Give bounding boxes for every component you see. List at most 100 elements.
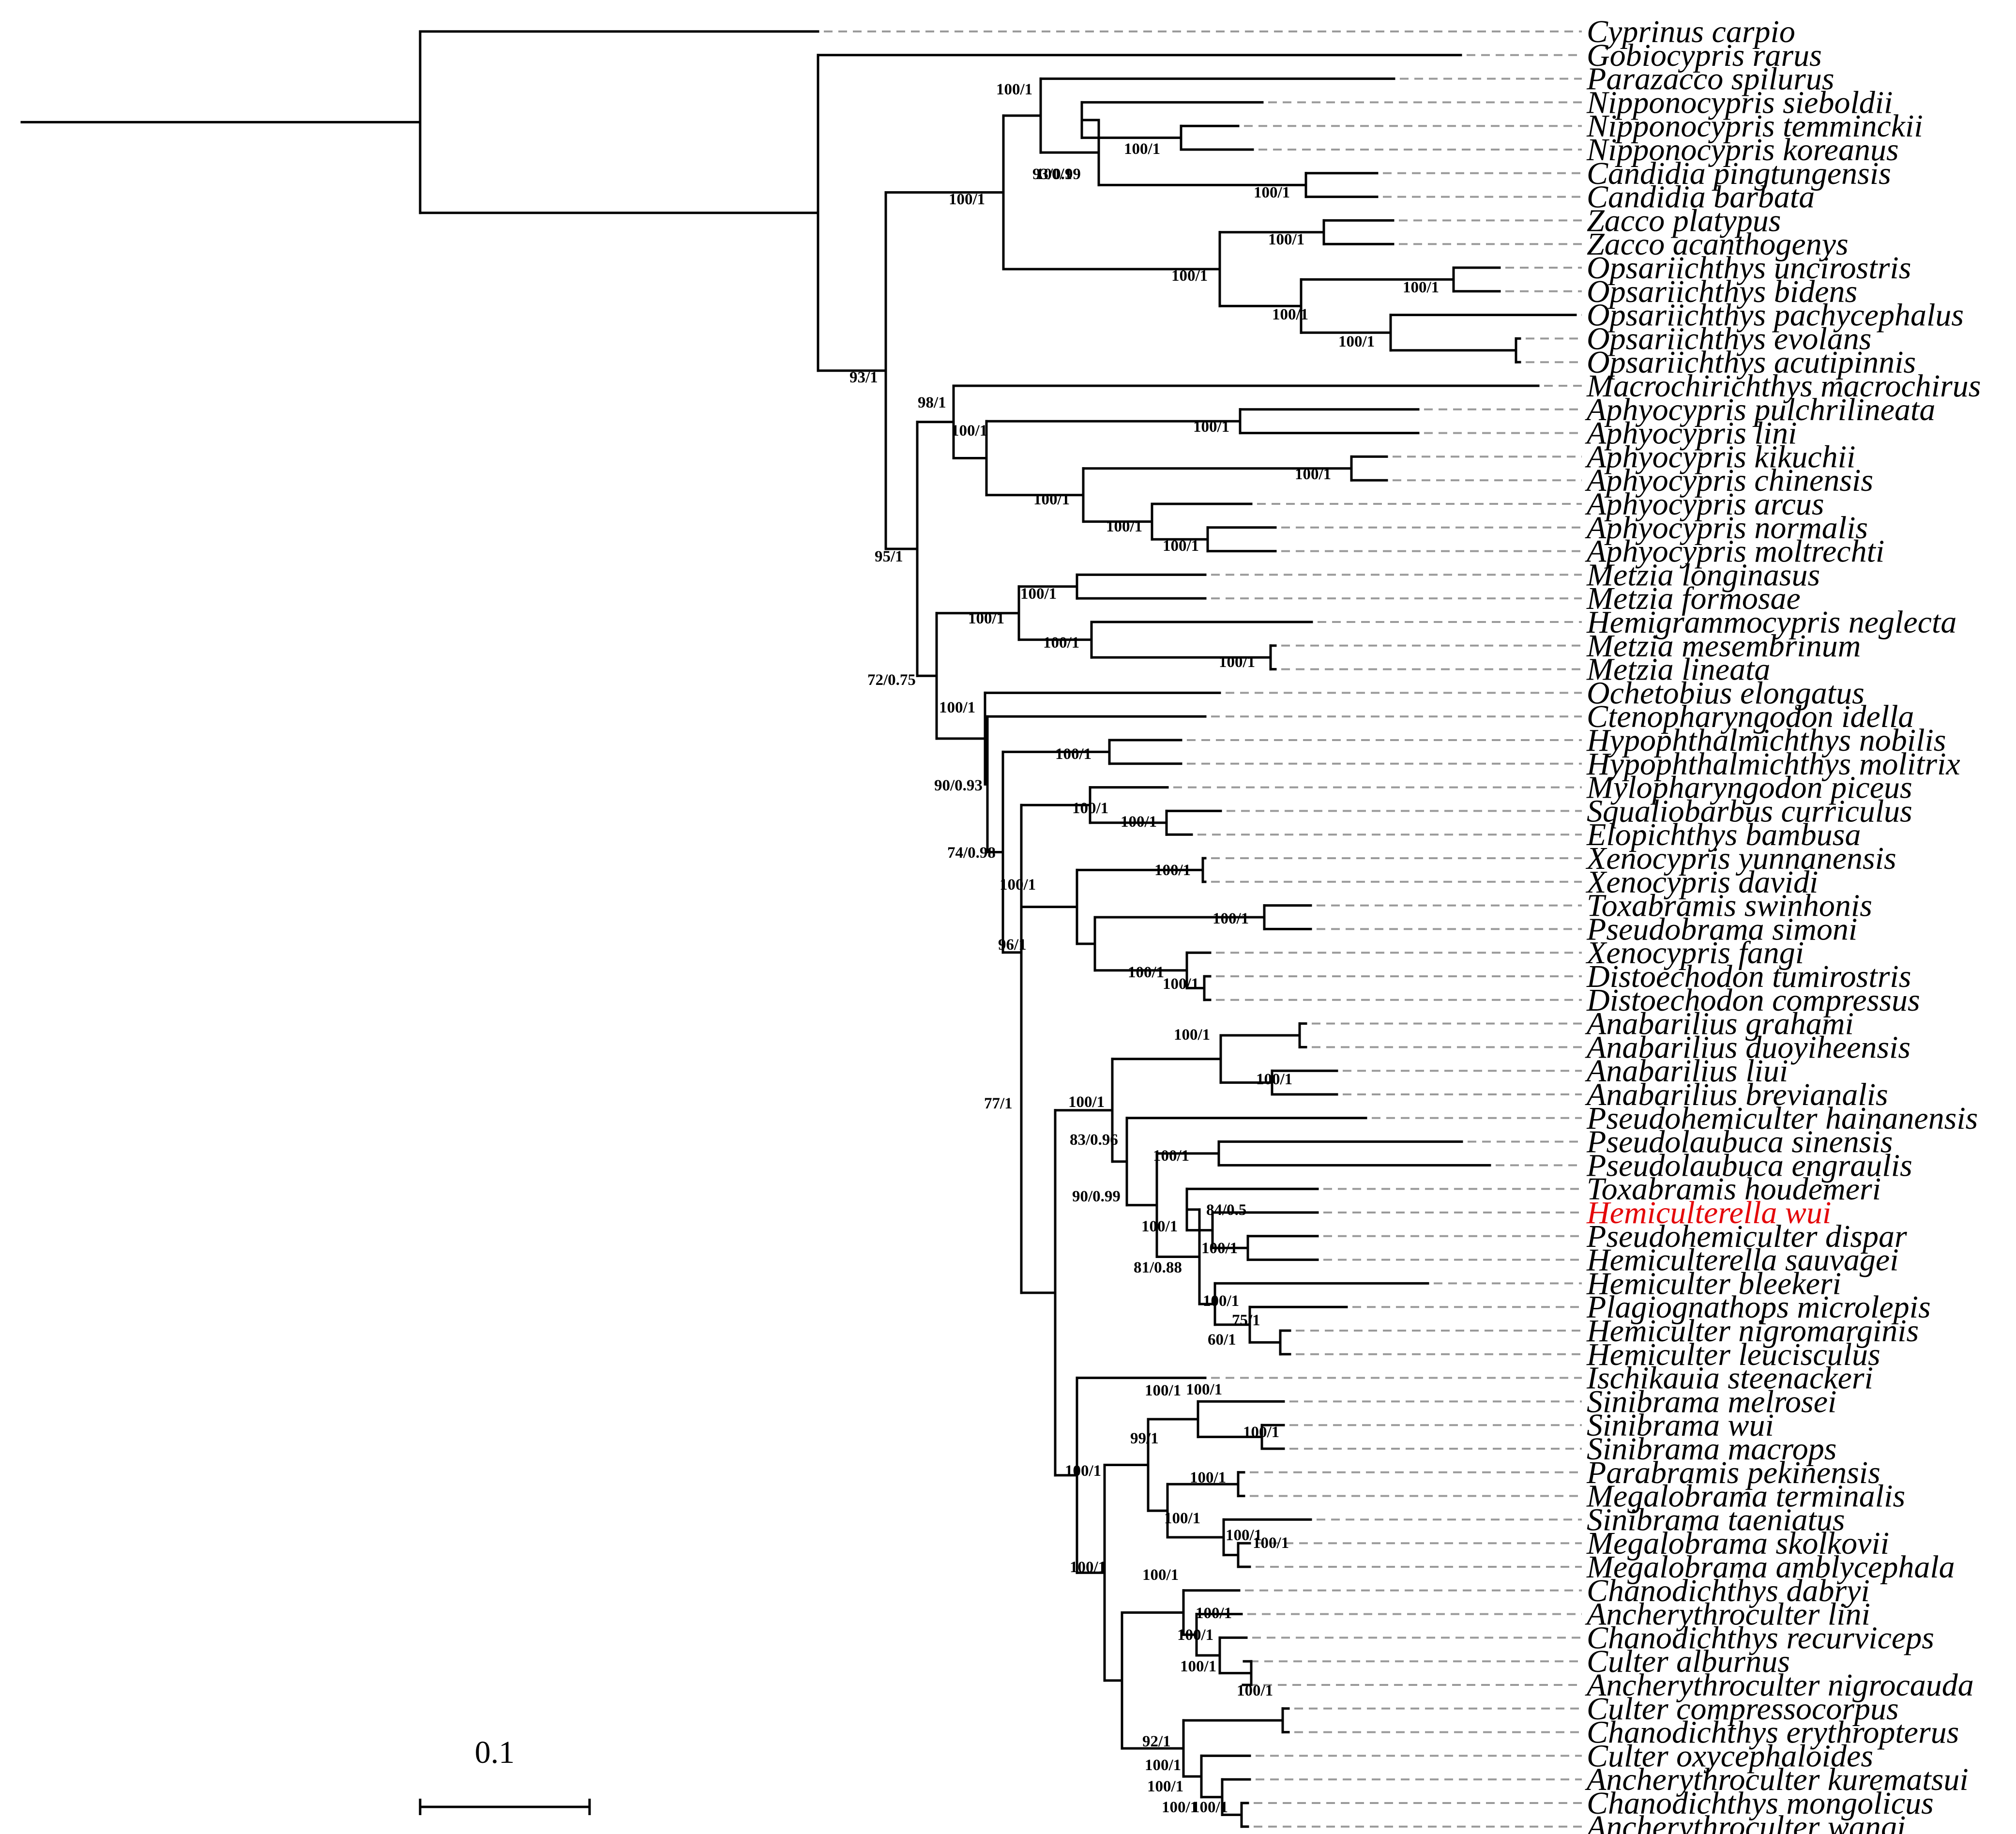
taxon-label: Opsariichthys pachycephalus xyxy=(1587,298,1964,333)
support-value: 100/1 xyxy=(1145,1757,1181,1774)
support-value: 100/1 xyxy=(1065,1462,1101,1480)
highlighted-taxon-label: Hemiculterella wui xyxy=(1586,1195,1831,1230)
taxon-label: Ctenopharyngodon idella xyxy=(1587,699,1914,734)
support-value: 100/1 xyxy=(1254,184,1290,201)
support-value: 100/1 xyxy=(1171,267,1208,285)
taxon-label: Hypophthalmichthys molitrix xyxy=(1586,746,1960,782)
support-value: 100/1 xyxy=(1020,585,1057,603)
support-value: 92/1 xyxy=(1142,1733,1171,1750)
taxon-label: Chanodichthys dabryi xyxy=(1587,1573,1870,1608)
taxon-label: Metzia formosae xyxy=(1586,581,1801,616)
support-values: 100/1 100/1 100/1 93/0.99 100/1 100/1 100/1 100… xyxy=(849,81,1439,1816)
support-value: 83/0.96 xyxy=(1070,1131,1118,1149)
taxon-label: Aphyocypris moltrechti xyxy=(1585,534,1884,569)
taxon-label: Chanodichthys recurviceps xyxy=(1587,1620,1934,1655)
support-value: 100/1 xyxy=(1147,1778,1183,1795)
taxon-label: Cyprinus carpio xyxy=(1587,14,1795,49)
taxon-label: Gobiocypris rarus xyxy=(1587,38,1822,73)
taxon-label: Ancherythroculter lini xyxy=(1585,1597,1870,1632)
support-value: 100/1 xyxy=(1237,1682,1273,1699)
taxon-label: Sinibrama melrosei xyxy=(1587,1384,1836,1419)
support-value: 100/1 xyxy=(1268,231,1304,248)
support-value: 100/1 xyxy=(1192,1799,1228,1816)
support-value: 100/1 xyxy=(1145,1382,1181,1399)
taxon-label: Aphyocypris chinensis xyxy=(1585,463,1873,498)
support-value: 100/1 xyxy=(1142,1566,1179,1584)
taxon-label: Pseudohemiculter hainanensis xyxy=(1586,1101,1978,1136)
taxon-label: Ischikauia steenackeri xyxy=(1586,1361,1873,1396)
support-value: 100/1 xyxy=(1162,1799,1198,1816)
support-value: 100/1 xyxy=(1174,1026,1210,1044)
taxon-label: Opsariichthys uncirostris xyxy=(1587,250,1911,286)
taxon-label: Opsariichthys acutipinnis xyxy=(1587,345,1916,380)
support-value: 100/1 xyxy=(1196,1605,1232,1622)
taxon-label: Sinibrama taeniatus xyxy=(1587,1502,1845,1537)
taxon-label: Distoechodon tumirostris xyxy=(1586,959,1911,994)
taxon-label: Aphyocypris normalis xyxy=(1585,510,1868,546)
taxon-label: Anabarilius liui xyxy=(1585,1053,1788,1089)
taxon-label: Sinibrama wui xyxy=(1587,1408,1774,1443)
support-value: 100/1 xyxy=(1163,975,1199,993)
taxon-label: Hemiculterella sauvagei xyxy=(1586,1243,1899,1278)
support-value: 100/1 xyxy=(1338,333,1375,350)
tree-branches xyxy=(20,30,1577,1828)
taxon-label: Parazacco spilurus xyxy=(1586,61,1834,97)
support-value: 100/1 xyxy=(1072,800,1108,817)
support-value: 100/1 xyxy=(1128,964,1164,981)
support-value: 93/0.99 xyxy=(1032,166,1081,183)
support-value: 100/1 xyxy=(949,191,985,208)
taxon-label: Zacco acanthogenys xyxy=(1587,227,1849,262)
support-value: 100/1 xyxy=(1106,518,1142,535)
support-value: 100/1 xyxy=(1253,1534,1289,1552)
support-value: 90/0.93 xyxy=(934,777,983,794)
taxon-label: Xenocypris fangi xyxy=(1585,935,1804,970)
taxon-label: Anabarilius brevianalis xyxy=(1585,1077,1888,1112)
taxon-label: Metzia lineata xyxy=(1586,652,1770,687)
taxon-label: Aphyocypris arcus xyxy=(1585,486,1824,522)
leader-lines xyxy=(824,30,1582,1828)
taxon-label: Nipponocypris temminckii xyxy=(1586,108,1923,144)
support-value: 100/1 xyxy=(1163,537,1199,555)
support-value: 99/1 xyxy=(1130,1430,1159,1447)
support-value: 77/1 xyxy=(984,1095,1013,1112)
support-value: 100/1 xyxy=(1403,279,1439,296)
taxon-label: Elopichthys bambusa xyxy=(1586,817,1861,852)
taxon-label: Pseudohemiculter dispar xyxy=(1586,1219,1907,1254)
taxon-label: Opsariichthys bidens xyxy=(1587,274,1857,309)
taxon-label: Nipponocypris koreanus xyxy=(1586,132,1899,167)
taxon-label: Hemiculter leucisculus xyxy=(1586,1337,1880,1372)
support-value: 100/1 xyxy=(1190,1469,1226,1486)
support-value: 100/1 xyxy=(968,610,1004,627)
support-value: 100/1 xyxy=(1226,1527,1262,1544)
support-value: 100/1 xyxy=(1141,1218,1178,1235)
taxon-label: Candidia pingtungensis xyxy=(1587,156,1891,191)
scale-bar-label: 0.1 xyxy=(475,1735,515,1770)
support-value: 75/1 xyxy=(1232,1312,1260,1329)
taxon-label: Hemigrammocypris neglecta xyxy=(1586,605,1956,640)
support-value: 100/1 xyxy=(1256,1071,1292,1088)
support-value: 100/1 xyxy=(1201,1240,1238,1257)
taxon-label: Macrochirichthys macrochirus xyxy=(1586,368,1981,404)
support-value: 72/0.75 xyxy=(867,671,916,689)
support-value: 74/0.98 xyxy=(947,844,996,862)
support-value: 100/1 xyxy=(1055,745,1091,763)
support-value: 100/1 xyxy=(1193,418,1229,436)
taxon-label: Sinibrama macrops xyxy=(1587,1431,1836,1467)
taxon-label: Xenocypris davidi xyxy=(1585,864,1818,900)
support-value: 100/1 xyxy=(1177,1626,1213,1644)
support-value: 96/1 xyxy=(998,936,1027,954)
support-value: 100/1 xyxy=(1033,491,1070,508)
taxon-label: Xenocypris yunnanensis xyxy=(1585,841,1896,876)
support-value: 100/1 xyxy=(1153,1147,1189,1165)
support-value: 100/1 xyxy=(1213,910,1249,927)
support-value: 100/1 xyxy=(1124,140,1160,158)
taxon-label: Squaliobarbus curriculus xyxy=(1587,793,1912,829)
support-value: 100/1 xyxy=(1272,306,1308,323)
taxon-label: Toxabramis houdemeri xyxy=(1587,1171,1881,1207)
scale-bar: 0.1 xyxy=(419,1735,591,1815)
taxon-label: Culter oxycephaloides xyxy=(1587,1738,1873,1773)
taxon-label: Megalobrama amblycephala xyxy=(1586,1549,1955,1585)
taxon-label: Ancherythroculter nigrocauda xyxy=(1585,1667,1974,1703)
support-value: 60/1 xyxy=(1208,1331,1236,1349)
taxon-label: Pseudolaubuca engraulis xyxy=(1586,1148,1912,1183)
